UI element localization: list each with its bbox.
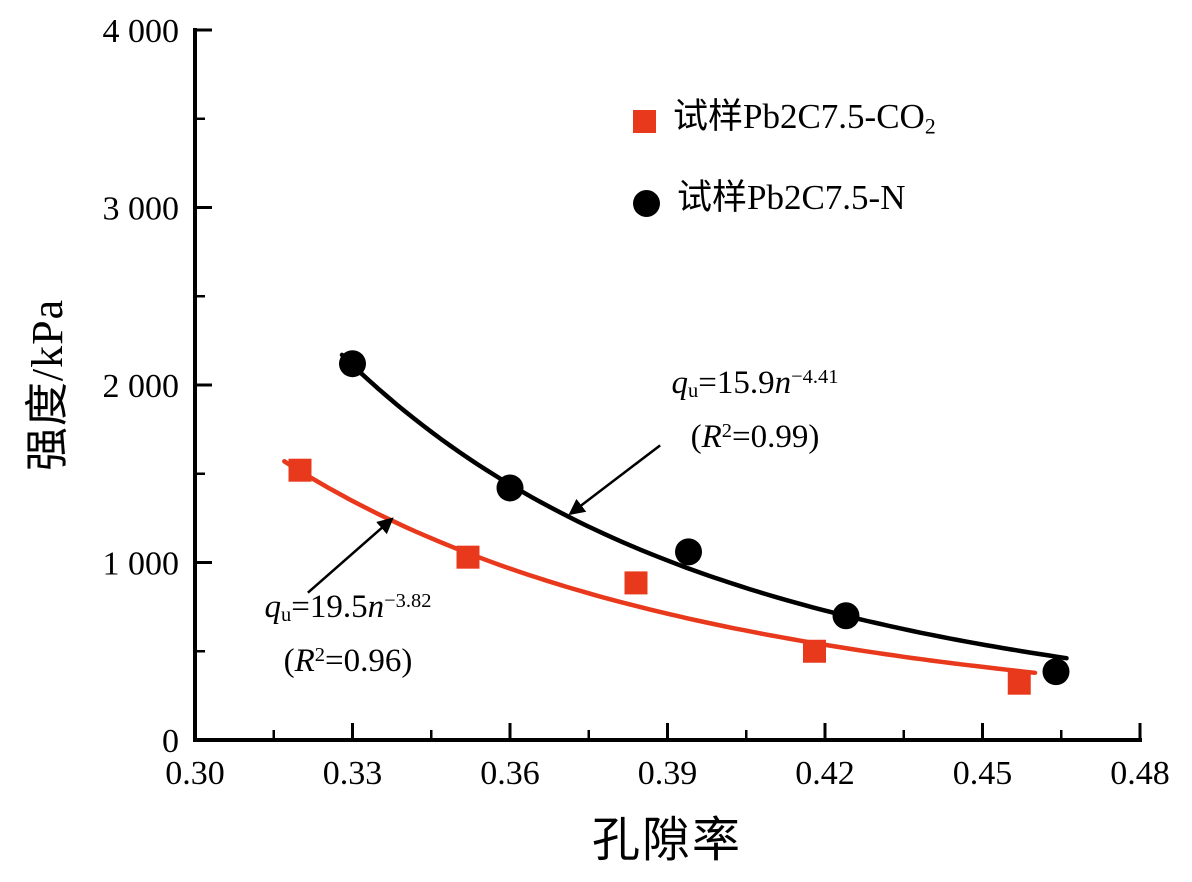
data-point-square [1007,671,1031,695]
y-tick-label: 0 [162,723,179,760]
fit-equation-black: qu=15.9n−4.41 [671,365,839,403]
fit-annotation-black: qu=15.9n−4.41 (R2=0.99) [588,356,922,465]
fit-equation-red: qu=19.5n−3.82 [264,589,432,627]
series-points-0 [339,350,1070,686]
legend-item-co2: 试样Pb2C7.5-CO2 [633,94,936,149]
x-axis-title: 孔隙率 [591,814,742,867]
data-point-square [456,545,480,569]
data-point-circle [832,602,860,630]
legend-label-n: 试样Pb2C7.5-N [677,178,906,218]
data-point-circle [496,474,524,502]
fit-curve-1 [282,459,1038,676]
y-axis-title: 强度/kPa [23,298,72,472]
annotation-arrow-1 [307,517,394,594]
y-tick-label: 1 000 [103,546,180,583]
black-circle-marker-icon [633,189,660,217]
y-tick-label: 4 000 [103,13,180,50]
y-tick-label: 2 000 [103,368,180,405]
x-tick-label: 0.48 [1110,755,1170,792]
fit-curve-0 [339,352,1069,661]
x-tick-label: 0.30 [165,755,225,792]
data-point-circle [675,538,702,566]
x-tick-label: 0.42 [795,755,855,792]
data-point-circle [1042,658,1070,686]
fit-r-squared-red: (R2=0.96) [283,643,413,680]
x-tick-label: 0.33 [323,755,383,792]
data-point-square [288,458,312,482]
fit-annotation-red: qu=19.5n−3.82 (R2=0.96) [198,580,498,689]
legend: 试样Pb2C7.5-CO2 试样Pb2C7.5-N [633,94,936,231]
x-tick-label: 0.36 [480,755,540,792]
data-point-square [624,571,648,595]
red-square-marker-icon [633,110,656,134]
fit-r-squared-black: (R2=0.99) [690,419,820,456]
annotation-arrow-0 [568,444,661,516]
data-point-square [803,639,826,663]
series-points-1 [288,458,1031,695]
x-tick-label: 0.45 [953,755,1013,792]
x-tick-label: 0.39 [638,755,698,792]
legend-item-n: 试样Pb2C7.5-N [633,175,936,230]
data-point-circle [339,350,366,378]
legend-label-co2: 试样Pb2C7.5-CO2 [673,97,936,139]
y-tick-label: 3 000 [103,191,180,228]
